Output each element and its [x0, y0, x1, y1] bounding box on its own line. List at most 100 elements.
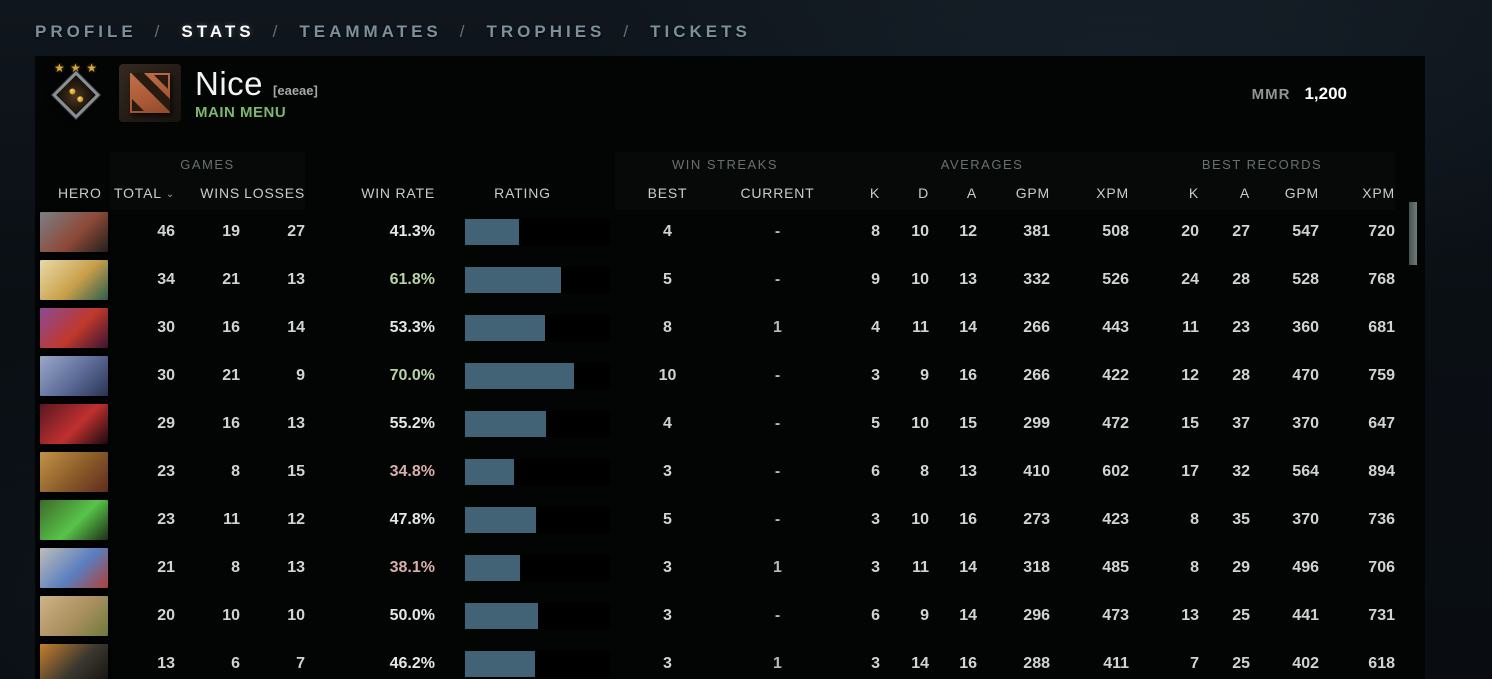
cell-streak-best: 5: [663, 511, 672, 528]
nav-teammates[interactable]: TEAMMATES: [299, 22, 442, 41]
hero-stats-row[interactable]: 23 11 12 47.8% 5 - 3 10 16 273 423 8 35 …: [35, 496, 1425, 544]
col-avg-k[interactable]: K: [835, 178, 880, 210]
nav-stats[interactable]: STATS: [181, 22, 255, 41]
cell-avg-d: 10: [911, 511, 929, 528]
cell-streak-current: -: [774, 271, 781, 288]
cell-losses: 15: [287, 463, 305, 480]
rating-bar: [465, 267, 610, 293]
rank-stars-icon: ★ ★ ★: [54, 61, 98, 75]
group-best-records: BEST RECORDS: [1129, 152, 1395, 178]
cell-avg-a: 16: [959, 511, 977, 528]
cell-avg-k: 8: [871, 223, 880, 240]
cell-avg-k: 3: [871, 655, 880, 672]
top-nav: PROFILE / STATS / TEAMMATES / TROPHIES /…: [35, 22, 751, 42]
cell-streak-best: 3: [663, 559, 672, 576]
cell-avg-d: 9: [920, 367, 929, 384]
dota2-logo-icon[interactable]: [119, 64, 181, 122]
group-games: GAMES: [110, 152, 305, 178]
cell-win-rate: 46.2%: [389, 655, 435, 672]
col-rating[interactable]: RATING: [494, 185, 551, 201]
cell-streak-best: 10: [658, 367, 677, 384]
cell-total: 21: [157, 559, 175, 576]
hero-stats-row[interactable]: 30 16 14 53.3% 8 1 4 11 14 266 443 11 23…: [35, 304, 1425, 352]
cell-best-xpm: 681: [1368, 319, 1395, 336]
player-status: MAIN MENU: [195, 104, 287, 121]
cell-streak-best: 8: [663, 319, 672, 336]
col-best-xpm[interactable]: XPM: [1319, 178, 1395, 210]
col-avg-d[interactable]: D: [880, 178, 929, 210]
cell-best-gpm: 441: [1292, 607, 1319, 624]
rating-bar: [465, 219, 610, 245]
cell-total: 23: [157, 463, 175, 480]
cell-win-rate: 61.8%: [389, 271, 435, 288]
rating-bar: [465, 507, 610, 533]
rating-bar: [465, 363, 610, 389]
cell-streak-best: 3: [663, 463, 672, 480]
cell-best-k: 15: [1181, 415, 1199, 432]
col-current[interactable]: CURRENT: [720, 178, 835, 210]
hero-portrait-icon: [40, 596, 108, 636]
cell-wins: 11: [223, 511, 240, 528]
rating-bar: [465, 555, 610, 581]
cell-avg-xpm: 422: [1102, 367, 1129, 384]
col-avg-a[interactable]: A: [929, 178, 977, 210]
nav-profile[interactable]: PROFILE: [35, 22, 137, 41]
player-name: Nice: [195, 65, 264, 102]
cell-win-rate: 34.8%: [389, 463, 435, 480]
hero-stats-row[interactable]: 23 8 15 34.8% 3 - 6 8 13 410 602 17 32 5…: [35, 448, 1425, 496]
col-best-a[interactable]: A: [1199, 178, 1250, 210]
rating-bar: [465, 411, 610, 437]
cell-avg-d: 9: [920, 607, 929, 624]
cell-streak-best: 3: [663, 655, 672, 672]
col-avg-gpm[interactable]: GPM: [977, 178, 1050, 210]
col-hero[interactable]: HERO: [58, 185, 102, 201]
col-wins[interactable]: WINS: [175, 178, 240, 210]
cell-losses: 10: [287, 607, 305, 624]
cell-total: 13: [157, 655, 175, 672]
mmr-label: MMR: [1251, 86, 1291, 103]
cell-avg-a: 12: [959, 223, 977, 240]
col-win-rate[interactable]: WIN RATE: [361, 185, 435, 201]
hero-stats-row[interactable]: 21 8 13 38.1% 3 1 3 11 14 318 485 8 29 4…: [35, 544, 1425, 592]
cell-streak-current: -: [774, 463, 781, 480]
cell-best-xpm: 706: [1368, 559, 1395, 576]
hero-stats-row[interactable]: 46 19 27 41.3% 4 - 8 10 12 381 508 20 27…: [35, 208, 1425, 256]
rating-bar-fill: [465, 603, 538, 629]
hero-stats-row[interactable]: 13 6 7 46.2% 3 1 3 14 16 288 411 7 25 40…: [35, 640, 1425, 679]
cell-avg-d: 11: [912, 559, 929, 576]
scrollbar-thumb[interactable]: [1409, 202, 1417, 265]
rating-bar-fill: [465, 507, 537, 533]
col-losses[interactable]: LOSSES: [240, 178, 305, 210]
cell-avg-d: 8: [920, 463, 929, 480]
cell-best-gpm: 360: [1292, 319, 1319, 336]
nav-trophies[interactable]: TROPHIES: [486, 22, 606, 41]
cell-avg-xpm: 526: [1102, 271, 1129, 288]
col-avg-xpm[interactable]: XPM: [1050, 178, 1129, 210]
cell-best-k: 24: [1181, 271, 1199, 288]
profile-header: ★ ★ ★ Nice [eaeae] MAIN MENU MMR 1,200: [35, 56, 1425, 130]
cell-losses: 13: [287, 271, 305, 288]
cell-avg-gpm: 318: [1023, 559, 1050, 576]
cell-avg-k: 3: [871, 367, 880, 384]
nav-tickets[interactable]: TICKETS: [650, 22, 751, 41]
cell-win-rate: 55.2%: [389, 415, 435, 432]
cell-streak-current: 1: [773, 655, 782, 672]
cell-win-rate: 53.3%: [389, 319, 435, 336]
hero-stats-row[interactable]: 29 16 13 55.2% 4 - 5 10 15 299 472 15 37…: [35, 400, 1425, 448]
col-total[interactable]: TOTAL ⌄: [110, 178, 175, 210]
col-best-gpm[interactable]: GPM: [1250, 178, 1319, 210]
rank-medal-icon: ★ ★ ★: [43, 60, 109, 126]
cell-avg-d: 10: [911, 223, 929, 240]
cell-avg-gpm: 296: [1023, 607, 1050, 624]
cell-losses: 7: [296, 655, 305, 672]
col-best-k[interactable]: K: [1129, 178, 1199, 210]
hero-stats-row[interactable]: 30 21 9 70.0% 10 - 3 9 16 266 422 12 28 …: [35, 352, 1425, 400]
cell-avg-xpm: 472: [1102, 415, 1129, 432]
cell-streak-current: 1: [773, 319, 782, 336]
col-best[interactable]: BEST: [615, 178, 720, 210]
hero-stats-row[interactable]: 34 21 13 61.8% 5 - 9 10 13 332 526 24 28…: [35, 256, 1425, 304]
cell-wins: 21: [222, 367, 240, 384]
group-win-streaks: WIN STREAKS: [615, 152, 835, 178]
cell-best-k: 8: [1190, 511, 1199, 528]
hero-stats-row[interactable]: 20 10 10 50.0% 3 - 6 9 14 296 473 13 25 …: [35, 592, 1425, 640]
